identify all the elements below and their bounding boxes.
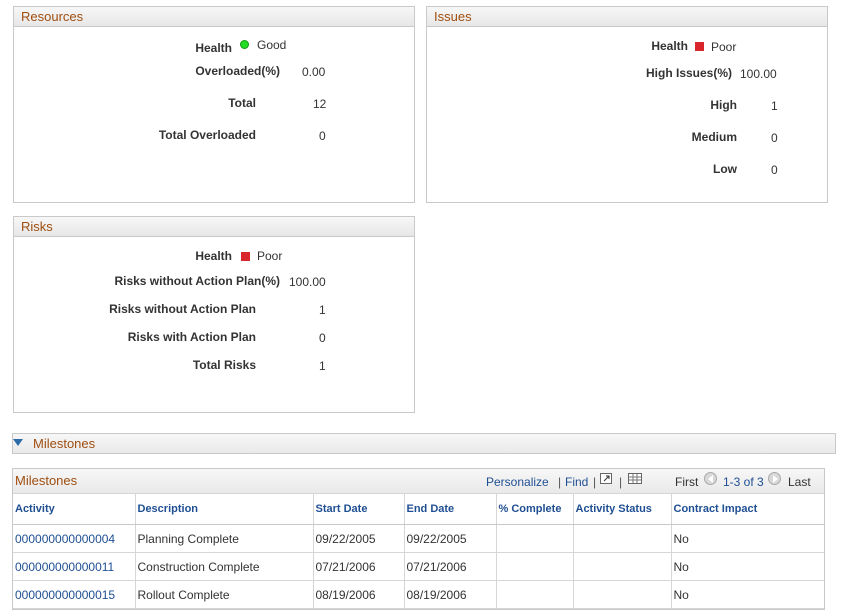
activity-link[interactable]: 000000000000004 [15,531,116,546]
issues-medium-value: 0 [771,131,778,145]
personalize-link[interactable]: Personalize [486,475,549,489]
activity-status-cell [573,552,672,581]
download-grid-icon[interactable] [628,473,642,484]
column-header-activity[interactable]: Activity [13,494,136,525]
issues-high-value: 1 [771,99,778,113]
status-good-icon [240,40,249,49]
issues-health-label: Health [651,39,688,53]
start-date-cell: 09/22/2005 [313,524,405,553]
start-date-cell: 08/19/2006 [313,580,405,609]
risks-health-label: Health [195,249,232,263]
issues-header: Issues [427,7,827,27]
milestones-grid: Milestones Personalize | Find | | First … [12,468,825,610]
column-header-end-date[interactable]: End Date [404,494,497,525]
resources-total-value: 12 [313,97,327,111]
issues-medium-label: Medium [691,130,737,144]
risks-without-plan-label: Risks without Action Plan [109,302,256,316]
activity-status-cell [573,524,672,553]
activity-link[interactable]: 000000000000015 [15,587,116,602]
separator: | [558,475,562,489]
issues-high-pct-label: High Issues(%) [645,66,732,80]
resources-total-overloaded-value: 0 [319,129,326,143]
risks-with-plan-label: Risks with Action Plan [127,330,256,344]
activity-cell: 000000000000011 [13,552,136,581]
row-range: 1-3 of 3 [723,475,764,489]
risks-health-value: Poor [257,249,283,263]
milestones-section-title[interactable]: Milestones [33,436,96,451]
description-cell: Planning Complete [135,524,314,553]
start-date-cell: 07/21/2006 [313,552,405,581]
risks-without-plan-pct-label: Risks without Action Plan(%) [114,274,280,288]
column-header-start-date[interactable]: Start Date [313,494,405,525]
last-label: Last [788,475,811,489]
end-date-cell: 07/21/2006 [404,552,497,581]
activity-link[interactable]: 000000000000011 [15,559,115,574]
percent-complete-cell [496,524,574,553]
separator: | [593,475,597,489]
status-poor-icon [695,42,704,51]
collapse-triangle-icon[interactable] [13,439,23,446]
contract-impact-cell: No [671,552,824,581]
issues-health-value: Poor [711,40,737,54]
table-row: 000000000000004 Planning Complete 09/22/… [13,524,824,553]
risks-total-label: Total Risks [192,358,256,372]
issues-high-pct-value: 100.00 [740,67,777,81]
resources-overloaded-pct-value: 0.00 [302,65,326,79]
activity-status-cell [573,580,672,609]
description-cell: Rollout Complete [135,580,314,609]
new-window-icon[interactable] [600,473,612,484]
resources-total-label: Total [228,96,256,110]
risks-with-plan-value: 0 [319,331,326,345]
activity-cell: 000000000000004 [13,524,136,553]
table-row: 000000000000011 Construction Complete 07… [13,552,824,581]
issues-low-label: Low [713,162,737,176]
resources-total-overloaded-label: Total Overloaded [158,128,256,142]
risks-without-plan-pct-value: 100.00 [289,275,326,289]
column-header-percent-complete[interactable]: % Complete [496,494,574,525]
percent-complete-cell [496,552,574,581]
milestones-section-header[interactable]: Milestones [12,433,836,454]
resources-health-value: Good [257,38,287,52]
resources-overloaded-pct-label: Overloaded(%) [195,64,280,78]
resources-panel: Resources Health Good Overloaded(%) 0.00… [13,6,415,203]
status-poor-icon [241,252,250,261]
percent-complete-cell [496,580,574,609]
end-date-cell: 09/22/2005 [404,524,497,553]
find-link[interactable]: Find [565,475,589,489]
milestones-grid-title: Milestones [15,473,78,488]
risks-header: Risks [14,217,414,237]
separator: | [619,475,623,489]
next-arrow-icon[interactable] [768,472,781,485]
activity-cell: 000000000000015 [13,580,136,609]
end-date-cell: 08/19/2006 [404,580,497,609]
resources-header: Resources [14,7,414,27]
table-row: 000000000000015 Rollout Complete 08/19/2… [13,580,824,609]
milestones-table: Activity Description Start Date End Date… [13,494,824,609]
risks-panel: Risks Health Poor Risks without Action P… [13,216,415,413]
column-header-contract-impact[interactable]: Contract Impact [671,494,824,525]
table-header-row: Activity Description Start Date End Date… [13,494,824,525]
resources-health-label: Health [195,41,232,55]
contract-impact-cell: No [671,524,824,553]
milestones-grid-header: Milestones Personalize | Find | | First … [13,469,824,494]
contract-impact-cell: No [671,580,824,609]
previous-arrow-icon[interactable] [704,472,717,485]
description-cell: Construction Complete [135,552,314,581]
first-label: First [675,475,699,489]
risks-without-plan-value: 1 [319,303,326,317]
issues-low-value: 0 [771,163,778,177]
issues-panel: Issues Health Poor High Issues(%) 100.00… [426,6,828,203]
risks-total-value: 1 [319,359,326,373]
issues-high-label: High [710,98,737,112]
column-header-activity-status[interactable]: Activity Status [573,494,672,525]
column-header-description[interactable]: Description [135,494,314,525]
